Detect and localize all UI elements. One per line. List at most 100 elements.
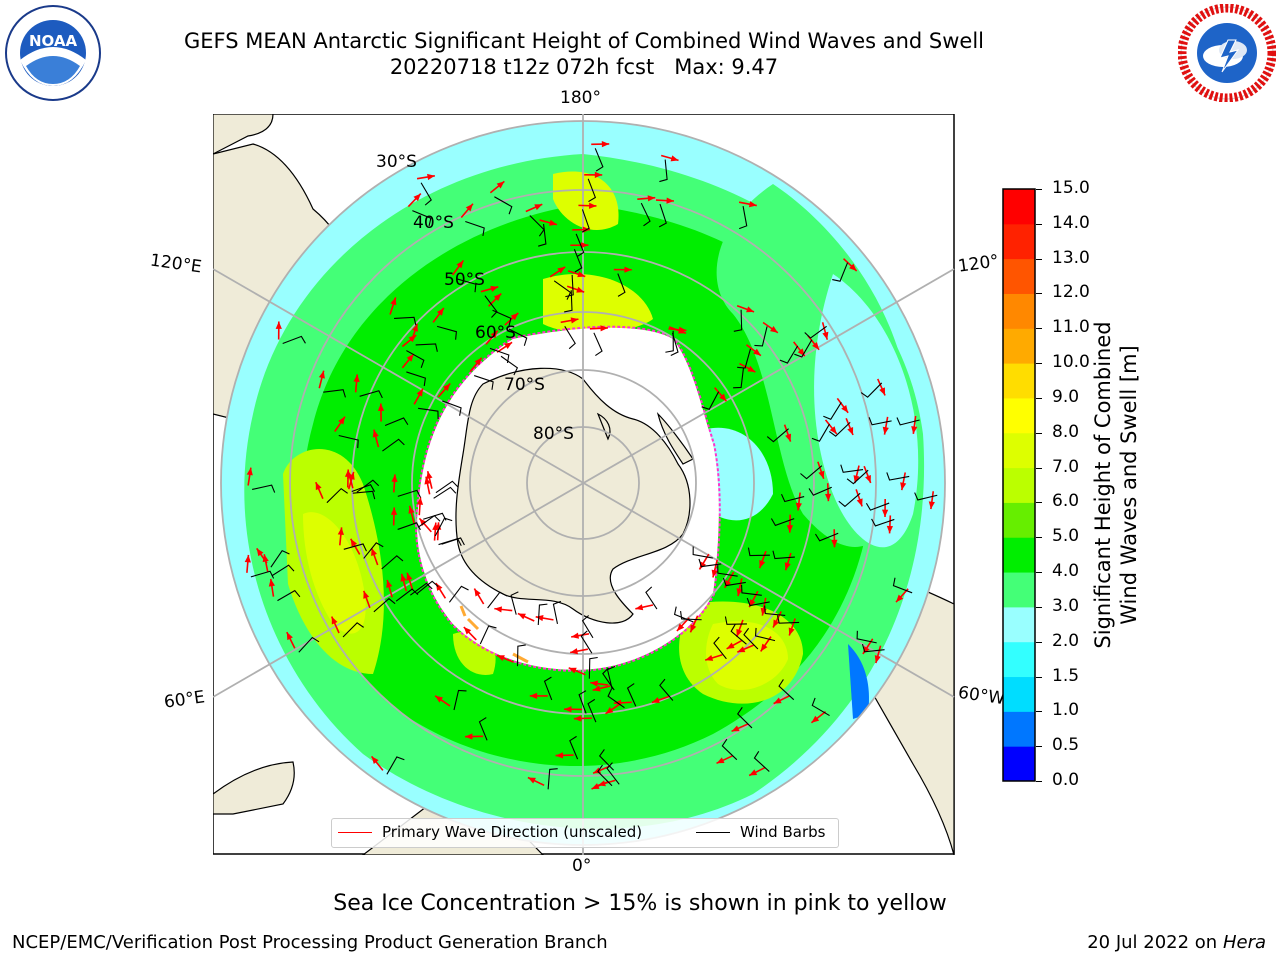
wind-barb xyxy=(856,630,877,644)
lat-label-30s: 30°S xyxy=(376,152,417,172)
wind-barb xyxy=(607,688,625,709)
wave-direction-arrowhead xyxy=(865,474,871,483)
wave-direction-arrowhead xyxy=(719,393,727,402)
wind-barb xyxy=(442,400,462,416)
wind-barb xyxy=(804,325,827,339)
wave-direction-arrowhead xyxy=(881,509,889,518)
wave-direction-arrowhead xyxy=(490,285,499,292)
wave-direction-arrowhead xyxy=(677,327,686,334)
wind-barb xyxy=(406,350,425,369)
wind-barb xyxy=(500,355,519,376)
wave-direction-arrowhead xyxy=(496,655,505,662)
wind-barb xyxy=(510,591,519,615)
wind-barb xyxy=(338,434,359,449)
wave-direction-arrowhead xyxy=(496,181,505,189)
wind-barbs xyxy=(250,148,938,790)
colorbar-tick xyxy=(1036,537,1042,539)
colorbar-tick xyxy=(1036,572,1042,574)
wind-barb xyxy=(626,683,637,707)
wave-direction-arrowhead xyxy=(736,628,743,637)
wind-barb xyxy=(665,330,674,353)
wave-direction-arrowhead xyxy=(856,498,863,507)
wind-barb xyxy=(435,480,459,494)
wave-direction-arrowhead xyxy=(874,655,881,664)
wind-barb xyxy=(351,484,376,493)
wave-direction-arrowhead xyxy=(690,624,697,633)
wind-barb xyxy=(323,389,346,398)
wave-direction-arrowhead xyxy=(400,573,407,582)
wave-direction-arrowhead xyxy=(315,482,322,491)
wind-barb xyxy=(593,332,603,356)
wind-barb xyxy=(724,616,747,625)
wind-barb xyxy=(753,750,770,772)
wave-direction-arrowhead xyxy=(753,348,761,356)
wind-barb xyxy=(680,610,702,621)
wave-direction-arrowhead xyxy=(726,642,735,649)
wave-direction-arrowhead xyxy=(576,286,585,293)
wave-direction-arrowhead xyxy=(747,365,756,373)
footer-credit: NCEP/EMC/Verification Post Processing Pr… xyxy=(12,932,608,953)
wave-direction-arrowhead xyxy=(788,627,795,636)
wind-barb xyxy=(733,309,743,332)
wave-direction-arrowhead xyxy=(849,263,857,271)
wind-barb xyxy=(730,624,747,645)
wind-barb xyxy=(397,489,422,498)
colorbar-tick-label: 8.0 xyxy=(1052,421,1080,442)
wind-barb xyxy=(794,339,813,358)
wind-barb xyxy=(484,295,498,318)
wind-barb xyxy=(252,484,276,493)
wave-direction-arrowhead xyxy=(568,667,577,674)
wind-barb xyxy=(326,487,348,504)
wind-barb xyxy=(543,676,553,701)
wind-barb xyxy=(420,182,432,206)
wind-barb xyxy=(250,570,275,579)
colorbar-segment xyxy=(1003,467,1035,503)
wave-direction-arrowhead xyxy=(555,752,564,759)
wave-direction-arrowhead xyxy=(676,623,685,632)
wind-barb xyxy=(363,542,384,559)
wave-direction-arrowhead xyxy=(344,469,352,477)
colorbar-tick xyxy=(1036,432,1042,434)
wind-barb xyxy=(645,586,658,610)
wind-barb xyxy=(547,768,558,790)
colorbar-tick-label: 15.0 xyxy=(1052,178,1090,198)
antarctica xyxy=(455,367,694,624)
wind-barb xyxy=(747,547,770,557)
wave-direction-arrowhead xyxy=(573,715,582,722)
map-subtitle: 20220718 t12z 072h fcst Max: 9.47 xyxy=(389,55,779,79)
colorbar-label-line1: Significant Height of Combined xyxy=(1091,321,1115,649)
wave-direction-arrowhead xyxy=(474,357,482,366)
wave-direction-arrowhead xyxy=(879,387,886,396)
colorbar-tick xyxy=(1036,223,1042,225)
wave-direction-arrowhead xyxy=(770,325,778,333)
lon-label-60e: 60°E xyxy=(162,687,207,713)
wind-barb xyxy=(417,514,441,528)
lat-label-60s: 60°S xyxy=(475,323,516,343)
wind-barb xyxy=(721,738,738,761)
wave-direction-arrowhead xyxy=(841,404,849,413)
wind-barb xyxy=(537,603,548,626)
colorbar xyxy=(1002,188,1036,786)
wave-direction-arrowhead xyxy=(535,615,544,622)
colorbar-tick-label: 12.0 xyxy=(1052,282,1090,303)
wind-barb xyxy=(640,202,651,227)
wind-barb xyxy=(415,343,438,352)
wind-barb xyxy=(479,625,497,645)
wave-direction-arrowhead xyxy=(246,467,253,476)
wave-direction-arrowhead xyxy=(594,171,603,178)
noaa-logo: NOAA xyxy=(4,4,102,106)
lat-label-40s: 40°S xyxy=(413,213,454,233)
polar-map xyxy=(212,113,955,859)
wind-barb xyxy=(410,582,433,596)
wave-direction-arrowhead xyxy=(716,757,725,764)
colorbar-tick-label: 4.0 xyxy=(1052,561,1080,582)
wind-barb xyxy=(779,345,799,364)
wave-direction-arrowhead xyxy=(474,588,481,597)
wave-direction-arrowhead xyxy=(591,783,600,789)
wind-barb xyxy=(770,518,795,527)
wind-barb xyxy=(478,717,488,741)
legend-label-wind-barbs: Wind Barbs xyxy=(740,823,826,841)
colorbar-tick xyxy=(1036,502,1042,504)
wind-barb xyxy=(433,486,457,499)
wave-direction-arrowhead xyxy=(811,715,820,723)
